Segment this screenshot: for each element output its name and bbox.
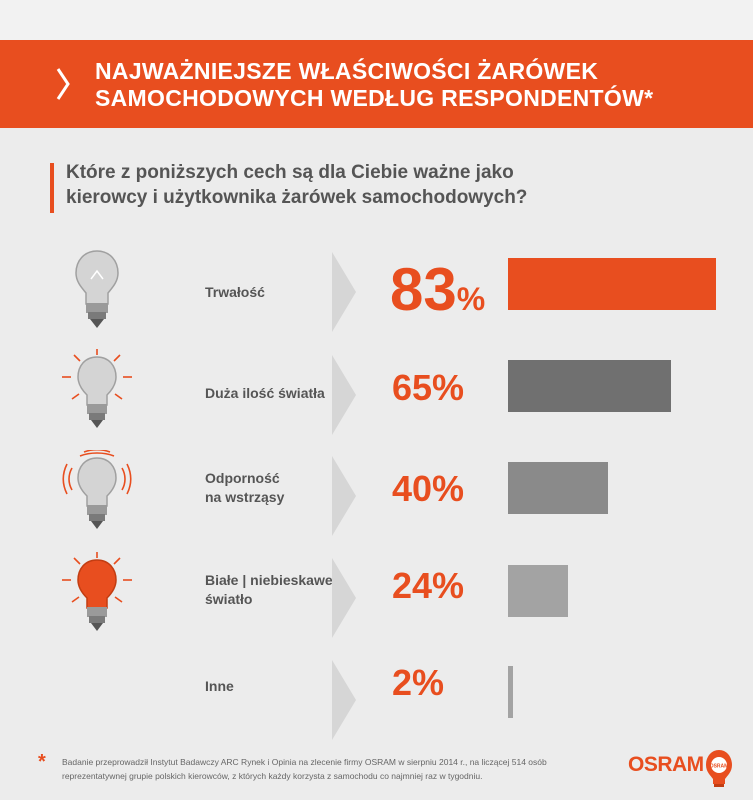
- row-label-line-1: Białe | niebieskawe: [205, 572, 333, 588]
- question-line-1: Które z poniższych cech są dla Ciebie wa…: [66, 162, 514, 183]
- value-label: 40%: [392, 468, 465, 509]
- value-label: 65%: [392, 367, 465, 408]
- chart-row: Białe | niebieskawe światło 24%: [0, 552, 753, 638]
- value-label: 83%: [390, 258, 485, 331]
- row-label: Duża ilość światła: [205, 385, 325, 401]
- logo-badge-text: OSRAM: [710, 764, 729, 770]
- chevron-right-icon: [332, 355, 356, 435]
- question-line-2: kierowcy i użytkownika żarówek samochodo…: [66, 187, 528, 208]
- chart-row: Duża ilość światła 65%: [0, 349, 753, 435]
- value-unit: %: [456, 281, 486, 317]
- footnote-line-1: Badanie przeprowadził Instytut Badawczy …: [62, 757, 547, 767]
- chevron-right-icon: [332, 660, 356, 740]
- chevron-right-icon: [56, 68, 70, 100]
- top-strip: [0, 0, 753, 40]
- row-label: Białe | niebieskawe światło: [205, 571, 345, 609]
- footnote: Badanie przeprowadził Instytut Badawczy …: [62, 755, 582, 783]
- chart-row: Inne 2%: [0, 660, 753, 740]
- title-line-1: NAJWAŻNIEJSZE WŁAŚCIWOŚCI ŻARÓWEK: [95, 58, 599, 84]
- logo-text: OSRAM: [628, 753, 704, 776]
- row-label-line-2: na wstrząsy: [205, 489, 285, 505]
- title-banner: NAJWAŻNIEJSZE WŁAŚCIWOŚCI ŻARÓWEK SAMOCH…: [0, 40, 753, 128]
- row-label-line-2: światło: [205, 591, 253, 607]
- chart-row: Odporność na wstrząsy 40%: [0, 450, 753, 536]
- value-label: 24%: [392, 565, 465, 606]
- page-title: NAJWAŻNIEJSZE WŁAŚCIWOŚCI ŻARÓWEK SAMOCH…: [95, 58, 745, 112]
- row-label: Trwałość: [205, 284, 265, 300]
- chevron-right-icon: [332, 456, 356, 536]
- chevron-right-icon: [332, 252, 356, 332]
- bar: [508, 462, 608, 514]
- bar: [508, 258, 716, 310]
- bar: [508, 666, 513, 718]
- chevron-right-icon: [332, 558, 356, 638]
- row-label: Inne: [205, 678, 234, 694]
- question-accent-bar: [50, 163, 54, 213]
- bulb-bright-icon: [62, 349, 132, 428]
- footnote-marker: *: [38, 751, 46, 773]
- row-label-line-1: Odporność: [205, 470, 280, 486]
- row-label: Odporność na wstrząsy: [205, 469, 345, 507]
- bar: [508, 360, 671, 412]
- bar: [508, 565, 568, 617]
- survey-question: Które z poniższych cech są dla Ciebie wa…: [66, 160, 706, 210]
- bulb-vibration-icon: [62, 450, 132, 529]
- chart-row: Trwałość 83%: [0, 250, 753, 332]
- bulb-icon: [75, 250, 119, 328]
- bulb-white-light-icon: [62, 552, 132, 631]
- title-line-2: SAMOCHODOWYCH WEDŁUG RESPONDENTÓW*: [95, 85, 654, 111]
- value-label: 2%: [392, 662, 445, 703]
- footnote-line-2: reprezentatywnej grupie polskich kierowc…: [62, 771, 483, 781]
- value-number: 83: [390, 256, 457, 323]
- osram-bulb-logo-icon: OSRAM: [706, 750, 732, 787]
